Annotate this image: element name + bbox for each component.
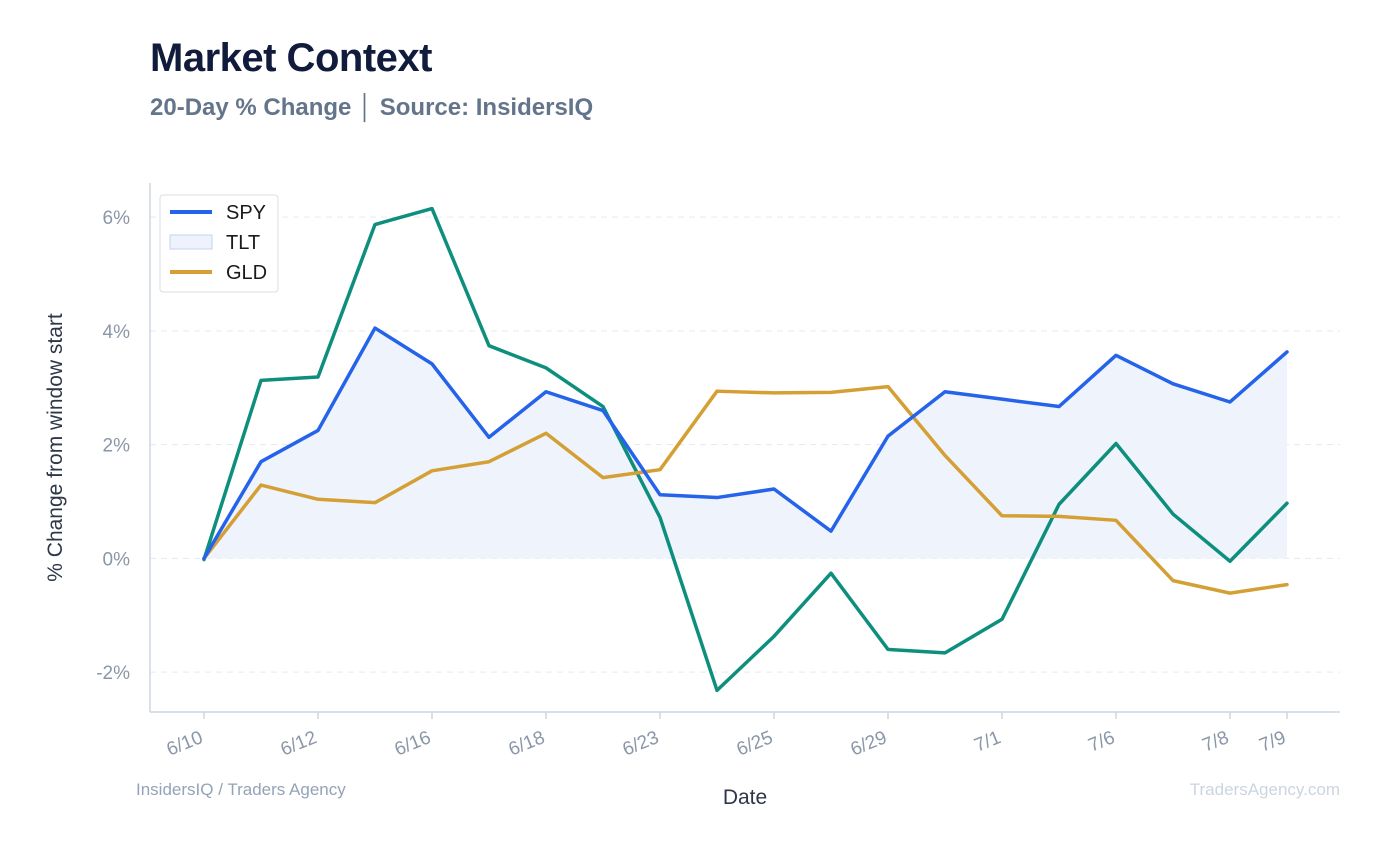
x-axis-label: Date	[723, 786, 767, 809]
y-tick-label: 4%	[103, 322, 131, 343]
legend-label-gld: GLD	[226, 262, 267, 284]
y-axis-label: % Change from window start	[44, 313, 67, 582]
y-tick-label: 0%	[103, 549, 131, 570]
axes: -2% 0% 2% 4% 6% 6/10 6/12 6/16 6/18 6/23 6/25 6/29 7…	[96, 183, 1340, 760]
x-tick-label: 6/25	[734, 727, 776, 760]
spy-area-fill	[204, 328, 1287, 559]
series-line-spy	[202, 326, 1289, 561]
y-tick-label: 6%	[103, 208, 131, 229]
x-tick-label: 7/8	[1200, 727, 1232, 756]
y-tick-label: -2%	[96, 663, 130, 684]
x-tick-label: 6/12	[278, 727, 320, 760]
footer-watermark: TradersAgency.com	[1189, 780, 1340, 799]
legend: SPY TLT GLD	[159, 194, 279, 293]
x-tick-label: 6/10	[164, 727, 206, 760]
series-line-gld	[202, 384, 1289, 595]
x-tick-label: 7/9	[1257, 727, 1289, 756]
x-tick-label: 6/18	[506, 727, 548, 760]
chart-subtitle: 20-Day % Change │ Source: InsidersIQ	[150, 94, 594, 121]
legend-label-tlt: TLT	[226, 232, 260, 254]
x-tick-label: 6/23	[620, 727, 662, 760]
series-lines	[202, 206, 1289, 693]
legend-label-spy: SPY	[226, 202, 266, 224]
footer-credit: InsidersIQ / Traders Agency	[136, 780, 346, 799]
chart-title: Market Context	[150, 36, 432, 80]
legend-swatch-tlt	[169, 234, 213, 250]
y-tick-label: 2%	[103, 436, 131, 457]
x-tick-label: 7/1	[972, 727, 1004, 756]
x-tick-label: 6/16	[392, 727, 434, 760]
x-tick-label: 7/6	[1086, 727, 1118, 756]
area-layer	[204, 328, 1287, 559]
x-tick-label: 6/29	[848, 727, 890, 760]
series-line-tlt	[202, 206, 1289, 693]
legend-box	[159, 194, 279, 293]
